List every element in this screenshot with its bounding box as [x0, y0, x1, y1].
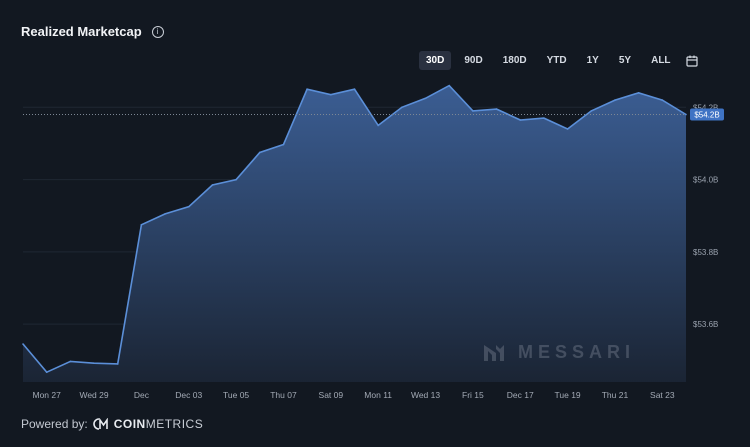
- coinmetrics-logo-icon: [92, 418, 108, 430]
- data-point: [401, 106, 403, 109]
- range-ytd-button[interactable]: YTD: [546, 55, 567, 66]
- current-value-label: $54.2B: [694, 111, 719, 120]
- y-tick-label: $54.2B: [693, 103, 718, 112]
- data-point: [614, 99, 616, 101]
- current-value-marker: $54.2B: [23, 108, 724, 121]
- data-point: [424, 97, 427, 100]
- data-point: [164, 213, 166, 215]
- area-series: [22, 84, 687, 382]
- x-tick-label: Wed 29: [79, 390, 108, 400]
- x-axis-labels: Mon 27 Wed 29 Dec Dec 03 Tue 05 Thu 07 Sat 09 M…: [32, 390, 674, 400]
- coinmetrics-brand[interactable]: COINMETRICS: [114, 417, 204, 431]
- data-point: [519, 119, 522, 121]
- area-fill: [23, 85, 686, 382]
- x-tick-label: Tue 05: [223, 390, 249, 400]
- data-point: [543, 117, 545, 119]
- info-icon[interactable]: i: [151, 25, 164, 38]
- data-point: [566, 128, 569, 130]
- data-point: [590, 110, 593, 112]
- brand-bold: COIN: [113, 417, 146, 431]
- data-point: [140, 223, 143, 226]
- range-5y-button[interactable]: 5Y: [618, 55, 632, 66]
- range-all-button[interactable]: ALL: [651, 55, 671, 66]
- x-tick-label: Dec 17: [507, 390, 534, 400]
- x-tick-label: Sat 23: [650, 390, 675, 400]
- x-tick-label: Mon 11: [364, 390, 392, 400]
- data-point: [116, 363, 119, 365]
- data-point: [448, 84, 451, 87]
- data-point: [211, 184, 214, 186]
- y-tick-label: $53.6B: [693, 320, 718, 329]
- messari-logo-icon: [484, 344, 504, 361]
- x-tick-label: Fri 15: [462, 390, 484, 400]
- data-point: [685, 113, 687, 116]
- x-tick-label: Thu 21: [602, 390, 629, 400]
- x-tick-label: Tue 19: [555, 390, 581, 400]
- data-point: [93, 362, 95, 365]
- chart-title: Realized Marketcap: [21, 24, 142, 39]
- data-point: [330, 93, 332, 96]
- x-tick-label: Thu 07: [270, 390, 297, 400]
- time-range-selector: 30D 90D 180D YTD 1Y 5Y ALL: [419, 51, 698, 70]
- data-point: [22, 343, 24, 345]
- range-90d-button[interactable]: 90D: [464, 55, 483, 66]
- data-point: [495, 108, 498, 110]
- data-point: [472, 110, 474, 112]
- y-tick-label: $54.0B: [693, 176, 718, 185]
- range-180d-button[interactable]: 180D: [502, 55, 527, 66]
- data-point: [235, 178, 237, 181]
- calendar-icon[interactable]: [685, 55, 698, 67]
- data-point: [282, 143, 285, 146]
- footer: Powered by: COINMETRICS: [21, 417, 203, 431]
- data-point: [306, 88, 308, 91]
- data-point: [637, 92, 640, 94]
- current-value-badge: [690, 108, 724, 121]
- data-point: [69, 360, 72, 363]
- brand-light: METRICS: [145, 417, 204, 431]
- data-point: [258, 151, 261, 154]
- data-point: [377, 124, 379, 127]
- data-point: [187, 205, 190, 208]
- x-tick-label: Dec: [134, 390, 150, 400]
- data-point: [661, 99, 664, 101]
- header: Realized Marketcap i: [21, 24, 164, 39]
- powered-by-label: Powered by:: [21, 417, 88, 431]
- range-1y-button[interactable]: 1Y: [586, 55, 599, 66]
- x-tick-label: Dec 03: [175, 390, 202, 400]
- x-tick-label: Wed 13: [411, 390, 440, 400]
- messari-watermark: MESSARI: [482, 342, 635, 363]
- x-tick-label: Mon 27: [32, 390, 61, 400]
- watermark-text: MESSARI: [518, 342, 636, 362]
- x-tick-label: Sat 09: [319, 390, 344, 400]
- range-30d-button[interactable]: 30D: [419, 51, 452, 70]
- data-point: [353, 88, 356, 91]
- y-axis-labels: $53.6B $53.8B $54.0B $54.2B: [693, 103, 718, 329]
- y-tick-label: $53.8B: [693, 248, 718, 257]
- data-point: [45, 371, 48, 374]
